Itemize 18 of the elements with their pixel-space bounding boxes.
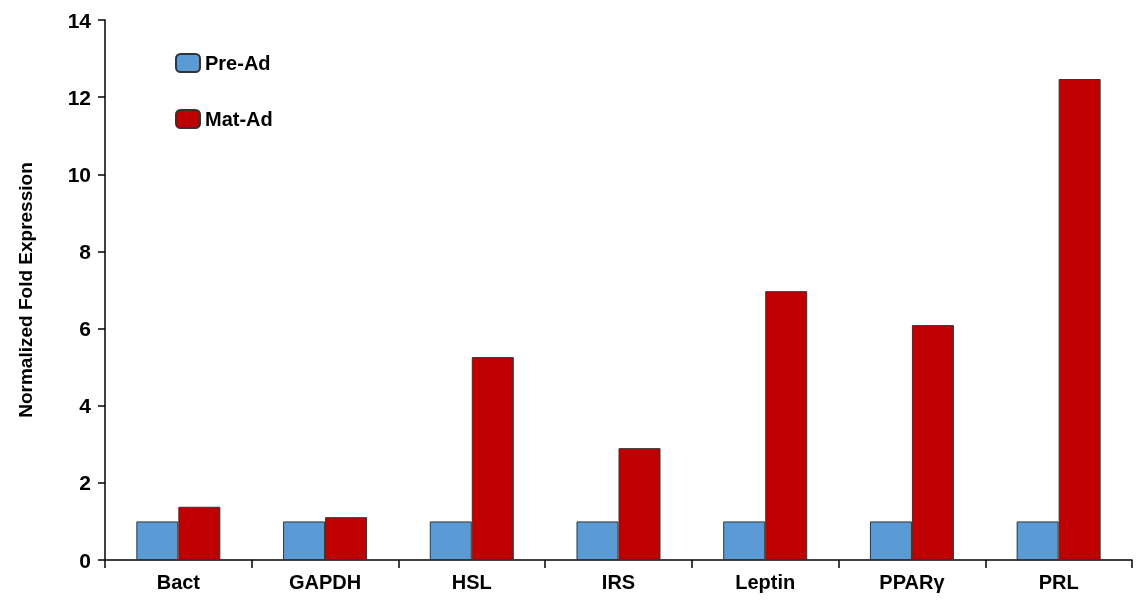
x-tick-label: Bact bbox=[156, 571, 201, 593]
x-tick-label: PRL bbox=[1038, 571, 1079, 593]
y-tick-label: 4 bbox=[79, 394, 92, 418]
y-axis-title: Normalized Fold Expression bbox=[15, 162, 36, 418]
x-tick-label: PPARγ bbox=[879, 571, 946, 593]
y-tick-label: 10 bbox=[67, 162, 91, 186]
y-tick-label: 14 bbox=[67, 8, 92, 32]
x-tick-label: Leptin bbox=[735, 571, 796, 593]
y-tick-label: 0 bbox=[79, 548, 91, 572]
x-tick-label: HSL bbox=[451, 571, 492, 593]
x-tick-label: GAPDH bbox=[288, 571, 362, 593]
y-tick-label: 6 bbox=[79, 317, 91, 341]
y-tick-label: 12 bbox=[67, 85, 91, 109]
y-tick-label: 2 bbox=[79, 471, 91, 495]
legend-label: Mat-Ad bbox=[205, 108, 273, 130]
y-tick-label: 8 bbox=[79, 239, 92, 263]
legend-label: Pre-Ad bbox=[205, 52, 271, 74]
x-tick-label: IRS bbox=[601, 571, 636, 593]
